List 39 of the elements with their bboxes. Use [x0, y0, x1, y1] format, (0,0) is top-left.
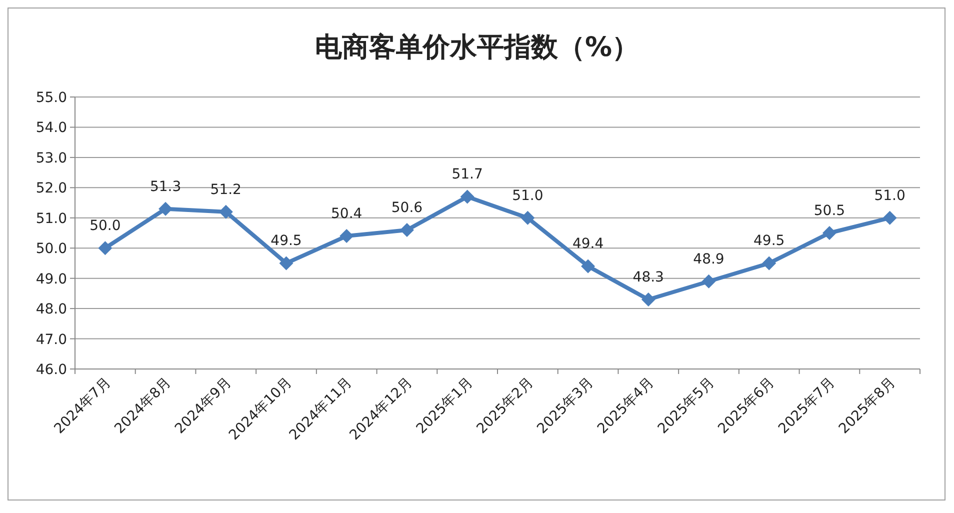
chart-title: 电商客单价水平指数（%） — [314, 32, 640, 63]
data-label: 49.4 — [572, 236, 604, 252]
data-label: 49.5 — [270, 233, 302, 250]
y-tick-label: 47.0 — [36, 332, 67, 348]
point — [702, 274, 716, 288]
point — [158, 202, 173, 216]
data-label: 51.7 — [452, 166, 483, 183]
y-tick-label: 54.0 — [36, 120, 67, 136]
data-label: 51.0 — [874, 188, 906, 204]
y-tick-label: 55.0 — [36, 90, 67, 106]
y-tick-label: 53.0 — [36, 150, 67, 166]
data-label: 51.2 — [210, 182, 242, 198]
point — [460, 190, 474, 204]
point — [98, 241, 112, 256]
y-tick-label: 46.0 — [36, 362, 67, 378]
point — [400, 222, 414, 237]
data-label: 51.0 — [512, 188, 544, 204]
data-label: 48.3 — [632, 269, 664, 286]
y-tick-label: 52.0 — [36, 180, 67, 197]
data-label: 49.5 — [754, 233, 785, 250]
point — [520, 210, 535, 225]
point — [218, 204, 233, 219]
data-label: 48.9 — [693, 251, 724, 268]
data-label: 50.6 — [391, 200, 423, 216]
point — [279, 256, 294, 270]
point — [340, 229, 354, 244]
y-tick-label: 48.0 — [36, 302, 67, 318]
y-tick-label: 49.0 — [36, 271, 67, 288]
data-label: 51.3 — [150, 178, 182, 195]
point — [641, 292, 656, 306]
data-label: 50.5 — [814, 203, 846, 219]
point — [822, 226, 836, 240]
y-tick-label: 51.0 — [36, 210, 67, 227]
y-tick-label: 50.0 — [36, 241, 67, 258]
point — [581, 259, 596, 274]
data-label: 50.0 — [90, 218, 121, 234]
data-label: 50.4 — [331, 206, 362, 222]
point — [762, 256, 776, 270]
point — [882, 210, 897, 225]
